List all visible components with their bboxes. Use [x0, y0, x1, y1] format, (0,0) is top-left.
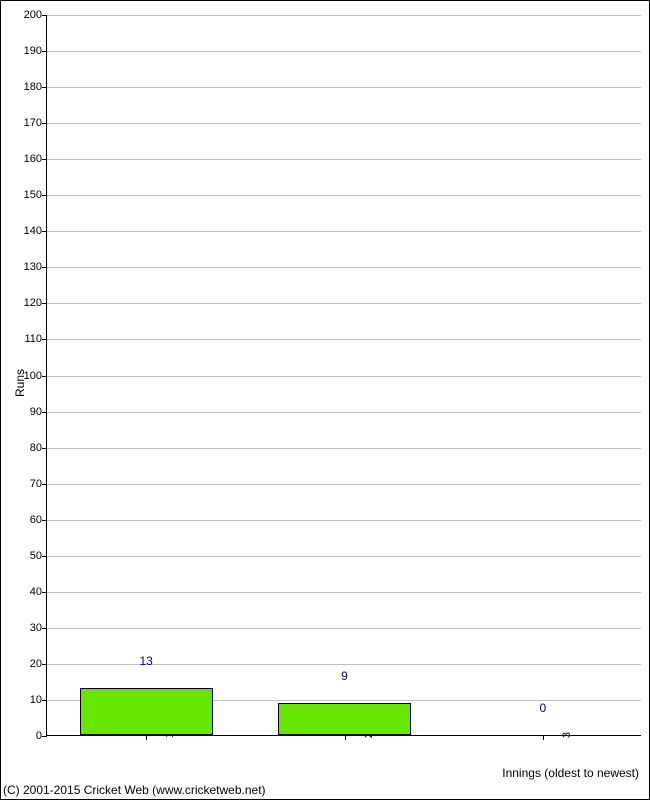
gridline	[47, 303, 641, 304]
bar	[278, 703, 411, 735]
y-tick-label: 40	[30, 586, 47, 598]
gridline	[47, 664, 641, 665]
y-tick-label: 140	[24, 225, 47, 237]
y-tick-label: 130	[24, 261, 47, 273]
y-tick-label: 10	[30, 694, 47, 706]
y-tick-label: 150	[24, 189, 47, 201]
gridline	[47, 628, 641, 629]
y-tick-label: 60	[30, 514, 47, 526]
gridline	[47, 267, 641, 268]
bar-value-label: 9	[341, 669, 348, 686]
bar-value-label: 0	[539, 701, 546, 718]
gridline	[47, 556, 641, 557]
y-tick-label: 70	[30, 478, 47, 490]
gridline	[47, 520, 641, 521]
y-tick-label: 180	[24, 81, 47, 93]
plot-area: 0102030405060708090100110120130140150160…	[46, 15, 641, 736]
gridline	[47, 376, 641, 377]
y-tick-label: 90	[30, 406, 47, 418]
y-tick-label: 170	[24, 117, 47, 129]
copyright-text: (C) 2001-2015 Cricket Web (www.cricketwe…	[3, 783, 266, 797]
bar-value-label: 13	[139, 654, 152, 671]
y-tick-label: 50	[30, 550, 47, 562]
y-tick-label: 120	[24, 297, 47, 309]
y-tick-label: 0	[36, 730, 47, 742]
x-tick-label: 3	[543, 732, 573, 738]
y-tick-label: 100	[24, 370, 47, 382]
gridline	[47, 51, 641, 52]
gridline	[47, 339, 641, 340]
y-tick-label: 190	[24, 45, 47, 57]
x-axis-title: Innings (oldest to newest)	[502, 766, 639, 780]
y-axis-title: Runs	[13, 368, 27, 396]
y-tick-label: 20	[30, 658, 47, 670]
y-tick-label: 30	[30, 622, 47, 634]
bar-chart: 0102030405060708090100110120130140150160…	[0, 0, 650, 800]
gridline	[47, 123, 641, 124]
y-tick-label: 80	[30, 442, 47, 454]
y-tick-label: 200	[24, 9, 47, 21]
gridline	[47, 87, 641, 88]
gridline	[47, 448, 641, 449]
y-tick-label: 160	[24, 153, 47, 165]
gridline	[47, 15, 641, 16]
gridline	[47, 484, 641, 485]
gridline	[47, 159, 641, 160]
y-tick-label: 110	[24, 333, 47, 345]
bar	[80, 688, 213, 735]
gridline	[47, 592, 641, 593]
gridline	[47, 412, 641, 413]
gridline	[47, 195, 641, 196]
gridline	[47, 231, 641, 232]
